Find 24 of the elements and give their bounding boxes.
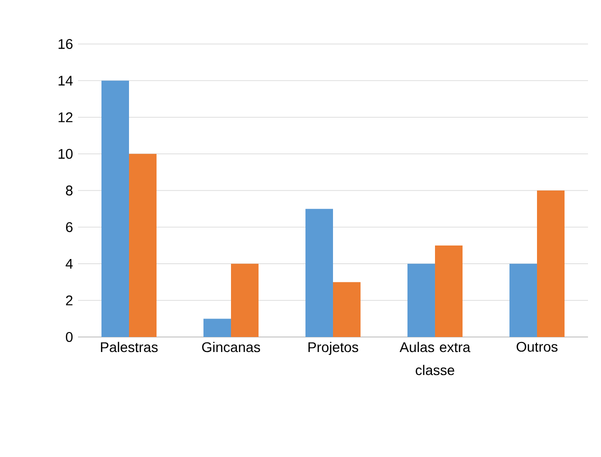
bar [203, 318, 232, 337]
y-tick-label: 0 [66, 332, 73, 342]
bar [435, 245, 463, 337]
bar [101, 80, 129, 337]
y-tick-label: 6 [66, 222, 73, 232]
x-tick-label: Palestras [100, 342, 158, 352]
bar [129, 154, 157, 337]
bar [231, 264, 259, 337]
y-tick-label: 16 [58, 39, 73, 49]
x-tick-label: Projetos [308, 342, 358, 355]
y-tick-label: 12 [58, 112, 72, 122]
x-tick-label: Gincanas [202, 342, 260, 352]
bar [509, 264, 538, 337]
bar [305, 208, 334, 337]
y-tick-label: 10 [58, 148, 73, 159]
bar [407, 264, 436, 337]
y-tick-label: 14 [58, 76, 73, 86]
y-tick-label: 2 [66, 295, 72, 306]
y-tick-label: 4 [66, 258, 73, 269]
bar [333, 282, 361, 337]
bar [537, 190, 565, 337]
x-tick-label: Aulas extra classe [400, 342, 470, 376]
y-tick-label: 8 [66, 186, 73, 196]
x-tick-label: Outros [516, 342, 558, 352]
